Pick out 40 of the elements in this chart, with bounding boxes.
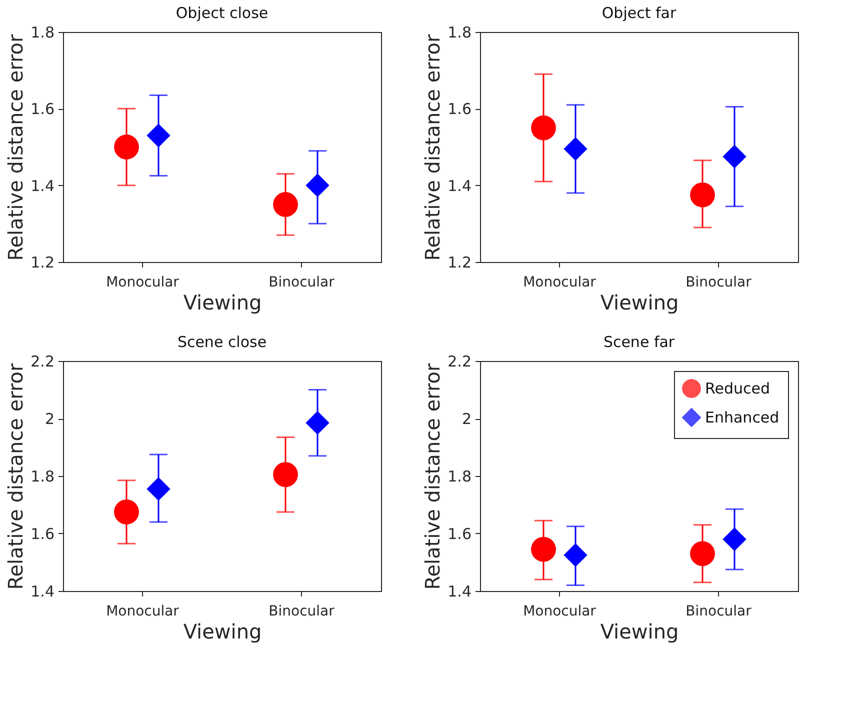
x-tick-label: Binocular — [686, 604, 752, 620]
y-axis-title: Relative distance error — [4, 362, 28, 590]
y-tick-label: 1.6 — [448, 525, 472, 543]
x-tick-label: Monocular — [523, 604, 596, 620]
y-tick-label: 1.8 — [30, 24, 54, 42]
x-tick-label: Binocular — [686, 274, 752, 290]
chart-title: Object far — [602, 4, 677, 22]
chart-title: Scene far — [603, 333, 676, 351]
y-tick-label: 1.4 — [448, 582, 472, 600]
x-axis-title: Viewing — [183, 620, 262, 644]
y-tick-label: 2 — [462, 410, 472, 428]
y-tick-label: 1.6 — [30, 100, 54, 118]
x-tick-label: Monocular — [106, 604, 180, 620]
x-tick-label: Binocular — [268, 604, 335, 620]
x-tick-label: Monocular — [106, 274, 180, 290]
y-axis-title: Relative distance error — [420, 362, 445, 590]
y-tick-label: 1.4 — [448, 176, 472, 195]
y-tick-label: 1.8 — [448, 468, 472, 486]
y-tick-label: 2.2 — [30, 352, 54, 370]
legend-label: Enhanced — [705, 408, 780, 426]
y-tick-label: 2 — [44, 410, 54, 428]
x-tick-label: Monocular — [523, 274, 596, 290]
x-axis-title: Viewing — [600, 290, 679, 314]
y-tick-label: 1.8 — [30, 468, 54, 486]
chart-title: Scene close — [177, 333, 267, 351]
y-tick-label: 1.6 — [448, 100, 472, 118]
chart-title: Object close — [176, 4, 268, 22]
y-axis-title: Relative distance error — [420, 33, 445, 261]
y-tick-label: 1.4 — [30, 582, 54, 600]
y-tick-label: 1.4 — [30, 176, 54, 195]
y-axis-title: Relative distance error — [4, 33, 28, 261]
y-tick-label: 1.8 — [448, 24, 472, 42]
x-axis-title: Viewing — [183, 290, 262, 314]
y-tick-label: 1.2 — [448, 254, 472, 272]
y-tick-label: 1.2 — [30, 254, 54, 272]
x-axis-title: Viewing — [600, 620, 679, 644]
x-tick-label: Binocular — [268, 274, 335, 290]
legend-label: Reduced — [705, 380, 770, 398]
y-tick-label: 1.6 — [30, 525, 54, 543]
y-tick-label: 2.2 — [448, 352, 472, 370]
